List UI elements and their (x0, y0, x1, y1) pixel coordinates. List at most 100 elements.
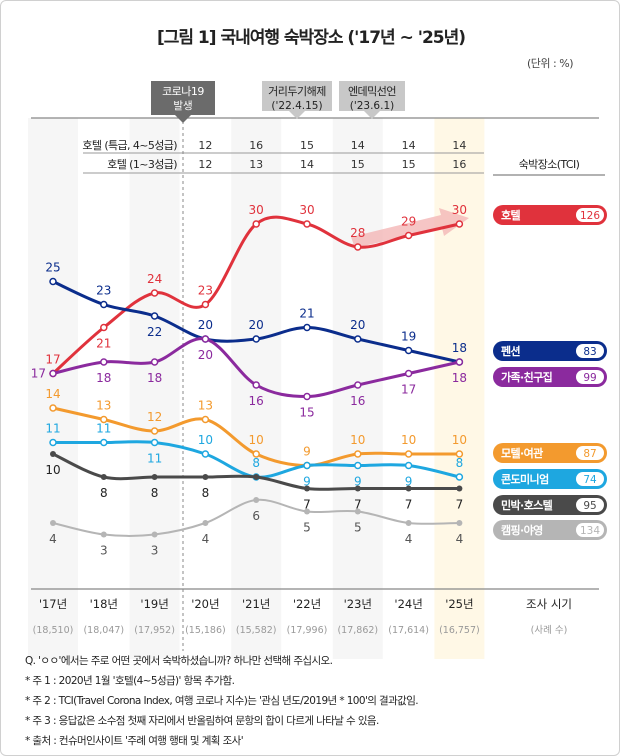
data-label: 16 (350, 394, 365, 408)
data-point (202, 520, 209, 526)
data-label: 14 (45, 387, 60, 401)
data-label: 7 (405, 498, 413, 512)
data-point (304, 508, 310, 515)
data-point (202, 474, 209, 480)
table-row-label: 호텔 (특급, 4~5성급) (82, 139, 177, 152)
data-label: 3 (151, 544, 159, 558)
legend-name: 민박·호스텔 (501, 498, 553, 512)
data-point (252, 335, 260, 343)
legend-tci-badge (576, 344, 604, 358)
table-cell: 15 (402, 158, 416, 171)
data-label: 9 (405, 475, 413, 489)
data-point (151, 531, 158, 538)
legend-tci-badge (576, 472, 604, 486)
data-label: 13 (96, 399, 111, 413)
legend-tci-badge (576, 446, 604, 460)
table-cell: 12 (198, 158, 212, 171)
data-label: 18 (96, 371, 111, 385)
data-point (150, 358, 159, 366)
data-label: 6 (252, 509, 260, 523)
sample-size-label: (사례 수) (531, 625, 568, 636)
data-point (455, 358, 464, 366)
data-label: 29 (401, 215, 416, 229)
legend-name: 가족·친구집 (501, 370, 552, 384)
data-label: 8 (456, 456, 464, 470)
column-shade (434, 118, 485, 659)
data-label: 4 (49, 532, 57, 546)
event-distancing-lifted-box (262, 81, 332, 119)
x-tick-label: '25년 (445, 597, 473, 611)
table-cell: 14 (402, 139, 416, 152)
legend-tci-badge (576, 498, 604, 512)
data-point (455, 473, 464, 481)
data-point (354, 508, 361, 515)
data-point (201, 415, 210, 424)
data-label: 18 (452, 341, 467, 355)
event-endemic-sublabel: ('23.6.1) (350, 100, 394, 112)
table-row-label: 호텔 (1~3성급) (107, 158, 177, 171)
data-point (354, 243, 362, 251)
x-tick-label: '19년 (140, 597, 168, 611)
data-point (253, 497, 260, 503)
sample-size: (18,047) (83, 625, 124, 636)
table-cell: 12 (198, 139, 212, 152)
event-distancing-lifted-sublabel: ('22.4.15) (271, 100, 322, 112)
data-label: 8 (252, 456, 260, 470)
event-covid-label: 코로나19 (162, 85, 204, 98)
data-point (49, 438, 57, 447)
data-point (100, 358, 108, 366)
legend-tci-value: 126 (580, 210, 600, 222)
data-label: 20 (198, 318, 213, 332)
data-point (100, 531, 107, 538)
chart-title: [그림 1] 국내여행 숙박장소 ('17년 ~ '25년) (156, 28, 466, 48)
table-cell: 14 (300, 158, 314, 171)
legend-tci-value: 99 (583, 372, 596, 384)
x-tick-label: '24년 (394, 597, 422, 611)
data-label: 9 (303, 445, 311, 459)
data-label: 3 (100, 544, 108, 558)
data-point (252, 381, 260, 389)
data-point (150, 312, 159, 320)
data-point (100, 323, 108, 332)
data-point (201, 335, 210, 343)
data-point (151, 474, 158, 480)
x-tick-label: '20년 (191, 597, 219, 611)
table-cell: 14 (452, 139, 466, 152)
data-label: 5 (303, 521, 311, 535)
data-label: 20 (198, 348, 213, 362)
data-label: 10 (198, 433, 213, 447)
data-label: 17 (401, 383, 416, 397)
legend-name: 모텔·여관 (501, 446, 543, 460)
legend-name: 콘도미니엄 (501, 472, 549, 486)
data-label: 9 (303, 475, 311, 489)
data-label: 11 (96, 422, 111, 436)
data-point (50, 451, 56, 457)
legend-name: 캠핑·야영 (501, 523, 543, 537)
data-point (252, 450, 260, 458)
event-endemic-label: 엔데믹선언 (348, 85, 396, 98)
data-label: 28 (350, 226, 365, 240)
data-point (354, 485, 361, 492)
tci-header: 숙박장소(TCI) (519, 158, 580, 171)
data-label: 11 (147, 452, 162, 466)
data-label: 30 (249, 203, 264, 217)
event-endemic-box (339, 81, 405, 119)
sample-size: (15,186) (185, 625, 226, 636)
data-label: 4 (202, 532, 210, 546)
data-point (456, 485, 463, 492)
data-label: 20 (350, 318, 365, 332)
data-label: 7 (354, 498, 362, 512)
footnote-question: Q. 'ㅇㅇ'에서는 주로 어떤 곳에서 숙박하셨습니까? 하나만 선택해 주십… (25, 655, 333, 667)
legend-tci-badge (576, 370, 604, 384)
data-label: 10 (401, 433, 416, 447)
data-label: 8 (100, 486, 108, 500)
x-tick-label: '17년 (39, 597, 67, 611)
sample-size: (16,757) (439, 625, 480, 636)
data-point (201, 300, 210, 309)
data-label: 25 (45, 261, 60, 275)
table-cell: 13 (249, 158, 263, 171)
footnote-source: * 출처 : 컨슈머인사이트 '주례 여행 행태 및 계획 조사' (25, 735, 244, 747)
data-label: 7 (456, 498, 464, 512)
